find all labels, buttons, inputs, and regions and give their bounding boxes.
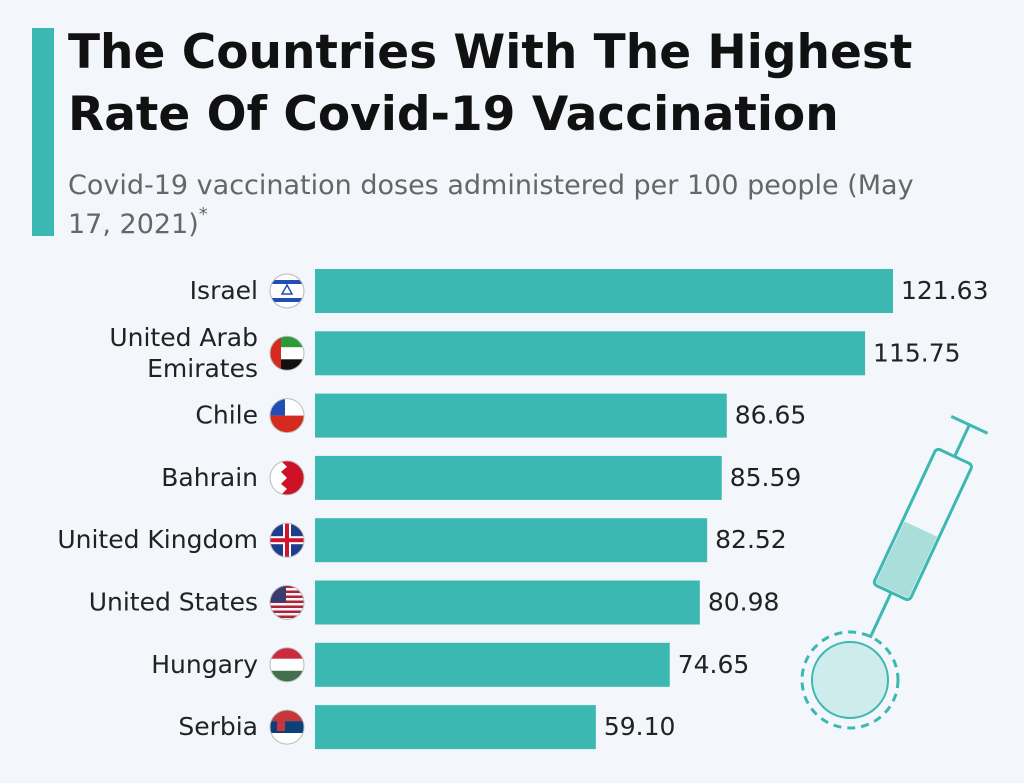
value-label: 85.59 — [730, 463, 802, 492]
flag — [277, 719, 285, 732]
value-label: 74.65 — [678, 650, 750, 679]
bar — [315, 518, 708, 563]
chart-title: The Countries With The Highest Rate Of Co… — [68, 25, 912, 142]
flag-icon — [270, 274, 304, 308]
flag — [270, 647, 304, 659]
bar — [315, 580, 700, 625]
flag — [270, 359, 304, 371]
flag — [270, 336, 304, 348]
flag — [270, 658, 304, 671]
syringe-illustration — [800, 415, 989, 730]
flag-outline — [269, 335, 305, 371]
flag-icon — [270, 585, 304, 618]
bar — [315, 331, 866, 376]
value-label: 80.98 — [708, 588, 780, 617]
flag — [270, 595, 304, 598]
category-label: United Kingdom — [57, 525, 258, 554]
flag-outline — [269, 398, 305, 434]
flag-outline — [269, 522, 305, 558]
flag — [270, 733, 304, 745]
category-label: Hungary — [151, 650, 258, 679]
flag — [270, 721, 304, 734]
value-label: 82.52 — [715, 525, 787, 554]
category-label: Bahrain — [161, 463, 258, 492]
category-label: United Arab Emirates — [109, 323, 258, 383]
flag-outline — [269, 709, 305, 745]
category-label: Serbia — [178, 712, 258, 741]
flag-icon — [270, 336, 304, 371]
flag — [280, 283, 294, 295]
flag-outline — [269, 460, 305, 496]
chart-subtitle: Covid-19 vaccination doses administered … — [68, 170, 914, 240]
category-label: United States — [89, 588, 258, 617]
bar — [315, 455, 722, 500]
flag-icon — [270, 710, 304, 745]
flag — [270, 605, 304, 608]
value-label: 86.65 — [735, 401, 807, 430]
flag-icon — [270, 398, 304, 433]
flag-icon — [270, 523, 304, 558]
value-label: 115.75 — [873, 338, 960, 367]
bar — [315, 393, 727, 438]
category-label: Chile — [195, 401, 258, 430]
flag — [270, 298, 304, 302]
flag — [270, 710, 304, 722]
footnote-marker: * — [199, 204, 208, 225]
flag — [270, 590, 304, 593]
bar — [315, 705, 596, 750]
bar — [315, 642, 670, 687]
accent-bar — [32, 28, 54, 236]
flag — [270, 615, 304, 618]
flag — [270, 610, 304, 613]
flag — [270, 280, 304, 284]
bar — [315, 269, 893, 313]
flag — [270, 415, 304, 433]
flag — [270, 336, 281, 371]
flag — [270, 460, 287, 495]
flag-outline — [269, 647, 305, 683]
flag-icon — [270, 647, 304, 682]
value-label: 121.63 — [901, 276, 988, 305]
category-label: Israel — [190, 276, 258, 305]
flag-icon — [270, 460, 304, 495]
flag — [285, 523, 289, 558]
flag — [270, 585, 304, 588]
value-label: 59.10 — [604, 712, 676, 741]
flag-outline — [269, 273, 305, 309]
flag-outline — [269, 585, 305, 620]
flag — [270, 670, 304, 682]
flag — [270, 600, 304, 603]
